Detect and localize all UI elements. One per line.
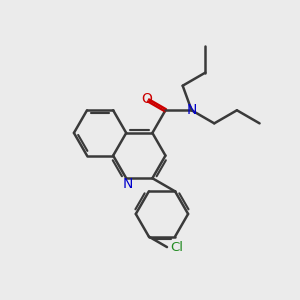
Text: O: O (142, 92, 152, 106)
Text: N: N (187, 103, 197, 117)
Text: N: N (122, 177, 133, 190)
Text: Cl: Cl (171, 241, 184, 254)
